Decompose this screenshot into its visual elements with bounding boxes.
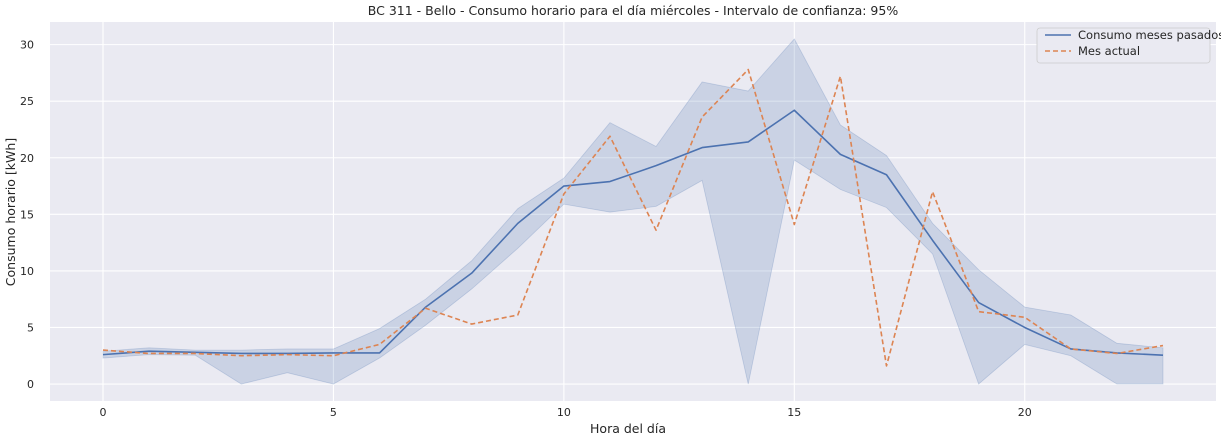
x-tick-label: 20 xyxy=(1018,406,1032,419)
grid-layer xyxy=(50,22,1216,401)
series-line-1 xyxy=(102,68,1164,367)
y-tick-label: 15 xyxy=(20,208,34,221)
confidence-band xyxy=(102,38,1164,385)
tick-labels: 0 5 10 15 20 0 5 10 15 20 25 30 xyxy=(20,39,1032,419)
y-tick-label: 25 xyxy=(20,95,34,108)
legend-box xyxy=(1036,27,1211,64)
ci-layer xyxy=(102,38,1164,385)
y-tick-label: 30 xyxy=(20,39,34,52)
y-axis-label: Consumo horario [kWh] xyxy=(3,138,18,286)
x-tick-label: 10 xyxy=(557,406,571,419)
chart-title: BC 311 - Bello - Consumo horario para el… xyxy=(368,3,899,18)
series-line-0 xyxy=(102,109,1164,356)
x-axis-label: Hora del día xyxy=(590,421,666,436)
x-tick-label: 0 xyxy=(100,406,107,419)
legend-label-mes-actual: Mes actual xyxy=(1078,44,1140,58)
y-tick-label: 10 xyxy=(20,265,34,278)
y-tick-label: 5 xyxy=(27,321,34,334)
y-tick-label: 20 xyxy=(20,152,34,165)
series-layer xyxy=(102,68,1164,367)
legend-label-consumo-meses-pasados: Consumo meses pasados xyxy=(1078,28,1221,42)
y-tick-label: 0 xyxy=(27,378,34,391)
legend: Consumo meses pasados Mes actual xyxy=(1036,27,1221,64)
plot-area xyxy=(50,22,1216,401)
x-tick-label: 5 xyxy=(330,406,337,419)
x-tick-label: 15 xyxy=(787,406,801,419)
